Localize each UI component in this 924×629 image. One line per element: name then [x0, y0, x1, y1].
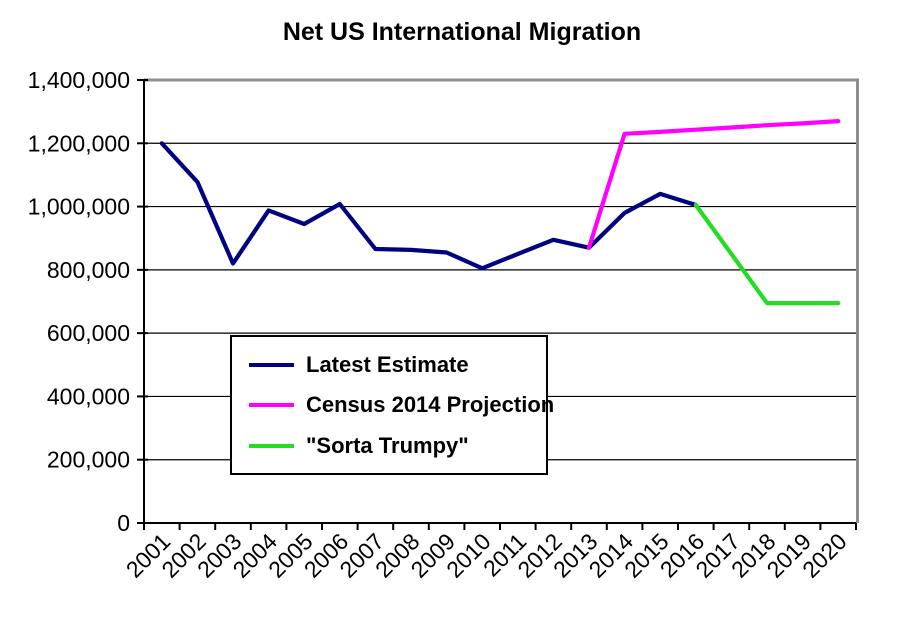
- chart-title: Net US International Migration: [282, 18, 642, 46]
- legend-item-label: Latest Estimate: [306, 351, 469, 377]
- legend-item: Latest Estimate: [249, 352, 546, 378]
- y-axis-tick-label: 1,200,000: [28, 130, 130, 156]
- y-axis-tick-label: 600,000: [47, 320, 130, 346]
- legend-item-label: "Sorta Trumpy": [306, 432, 469, 458]
- series-line-census-2014-projection: [586, 118, 841, 250]
- legend: Latest Estimate Census 2014 Projection "…: [230, 335, 554, 475]
- legend-item: Census 2014 Projection: [249, 392, 554, 418]
- legend-line-swatch: [249, 362, 294, 367]
- series-line-latest-estimate: [159, 141, 698, 271]
- legend-line-swatch: [249, 403, 294, 407]
- series-line-sorta-trumpy: [693, 202, 841, 306]
- y-axis-tick-label: 1,000,000: [28, 194, 130, 220]
- legend-item-label: Census 2014 Projection: [306, 392, 555, 417]
- legend-line-swatch: [249, 443, 294, 448]
- y-axis-tick-label: 200,000: [47, 447, 130, 473]
- y-axis-tick-label: 1,400,000: [28, 67, 130, 93]
- y-axis-tick-label: 800,000: [47, 257, 130, 283]
- y-axis-tick-label: 400,000: [47, 383, 130, 409]
- y-axis-tick-label: 0: [117, 510, 130, 536]
- legend-item: "Sorta Trumpy": [249, 433, 546, 459]
